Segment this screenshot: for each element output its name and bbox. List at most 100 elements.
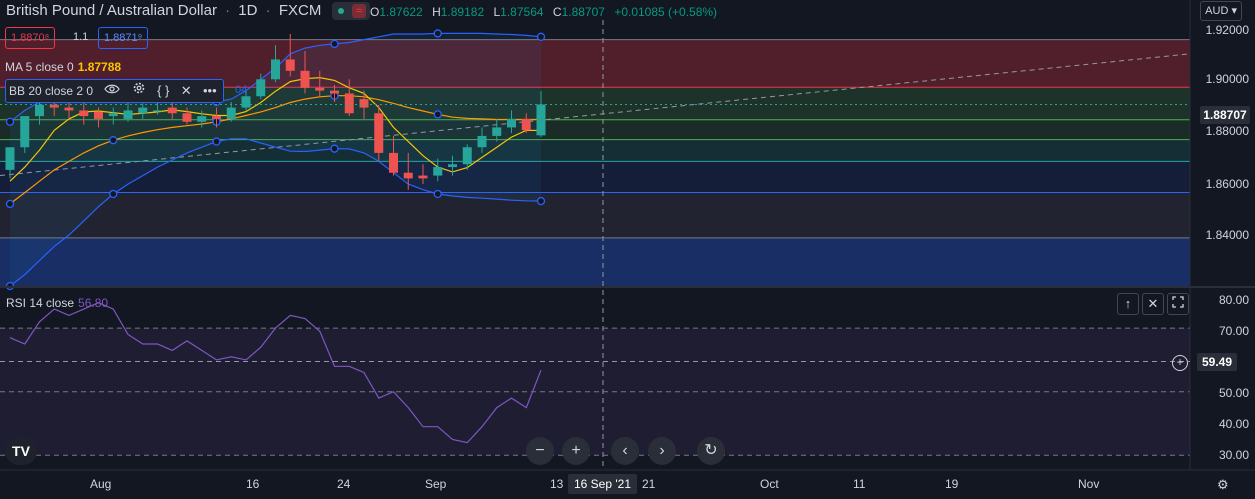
candle-body <box>79 110 89 117</box>
close-value: 1.88707 <box>561 5 605 19</box>
bb-marker <box>5 117 15 126</box>
candle-body <box>536 104 546 136</box>
bb-label: BB 20 close 2 0 <box>9 84 94 98</box>
rsi-pane <box>0 302 1190 456</box>
bb-marker <box>212 137 221 146</box>
price-tick: 1.86000 <box>1205 177 1249 191</box>
bb-marker <box>109 136 118 145</box>
candle-body <box>64 107 74 111</box>
candle-body <box>94 111 103 119</box>
candle-body <box>212 116 221 119</box>
rsi-line <box>9 302 542 444</box>
time-tick: 11 <box>853 477 866 491</box>
currency-selector[interactable]: AUD ▾ <box>1200 1 1242 21</box>
bb-marker <box>536 32 546 41</box>
candle-body <box>49 104 59 108</box>
fibonacci-retracement[interactable] <box>0 39 1190 286</box>
bb-marker <box>433 189 442 199</box>
bb-marker <box>536 196 546 206</box>
scroll-right-icon[interactable]: › <box>659 442 665 459</box>
candle-body <box>5 147 15 170</box>
zoom-out-bg <box>526 437 554 465</box>
candle-body <box>330 90 339 94</box>
time-tick: Nov <box>1078 477 1100 491</box>
candle-body <box>433 167 443 176</box>
candle-body <box>315 87 325 91</box>
trend-line[interactable] <box>0 53 1191 177</box>
open-label: O <box>370 5 380 19</box>
arrow-up-icon[interactable]: ↑ <box>1117 293 1139 315</box>
time-cursor-label: 16 Sep '21 <box>568 474 638 494</box>
bb-marker <box>330 144 339 153</box>
scroll-right-bg <box>648 437 676 465</box>
maximize-icon[interactable] <box>1167 293 1189 315</box>
candle-body <box>271 59 280 80</box>
time-tick: 13 <box>550 477 564 491</box>
crosshair <box>0 20 1190 470</box>
rsi-legend[interactable]: RSI 14 close 56.80 <box>6 296 108 310</box>
fib-zone <box>0 119 1190 140</box>
tradingview-logo[interactable]: TV <box>5 437 37 465</box>
close-icon[interactable]: ✕ <box>1142 293 1164 315</box>
candlesticks <box>0 33 1190 190</box>
gear-icon[interactable] <box>132 80 146 102</box>
zoom-in-bg <box>562 437 590 465</box>
candle-body <box>20 116 30 148</box>
rsi-tick: 80.00 <box>1218 293 1249 307</box>
market-status[interactable]: ≈ <box>332 2 370 20</box>
pane-separators <box>0 0 1255 471</box>
symbol-exchange: FXCM <box>278 2 322 19</box>
candle-body <box>389 152 398 173</box>
time-tick: Oct <box>760 477 779 491</box>
time-tick: Aug <box>90 477 112 491</box>
candle-body <box>403 172 413 179</box>
candle-body <box>521 118 531 131</box>
fib-zone <box>0 161 1190 193</box>
scroll-left-bg <box>611 437 639 465</box>
candle-body <box>300 70 310 88</box>
high-value: 1.89182 <box>440 5 485 19</box>
rsi-tick: 40.00 <box>1218 417 1249 431</box>
sell-button[interactable]: 1.8870⁸ <box>5 27 56 49</box>
change-value: +0.01085 (+0.58%) <box>614 5 718 19</box>
high-label: H <box>432 5 441 19</box>
candle-body <box>241 96 251 108</box>
candle-body <box>492 127 502 136</box>
current-price-label: 1.88707 <box>1200 106 1250 124</box>
close-label: C <box>552 5 562 19</box>
braces-icon[interactable]: { } <box>157 83 170 98</box>
scroll-left-icon[interactable]: ‹ <box>622 442 628 459</box>
zoom-in-icon[interactable]: + <box>571 442 581 459</box>
bb-legend[interactable]: BB 20 close 2 0 { } ✕ ••• <box>5 79 224 103</box>
ma-label: MA 5 close 0 <box>5 60 74 74</box>
ma-value: 1.87788 <box>77 60 122 74</box>
bb-marker <box>5 199 15 209</box>
add-alert-icon[interactable]: + <box>1172 355 1188 371</box>
gear-icon[interactable]: ⚙ <box>1217 477 1229 492</box>
more-icon[interactable]: ••• <box>202 83 217 98</box>
trend-line-segment <box>0 53 1191 177</box>
rsi-tick: 70.00 <box>1218 324 1249 338</box>
reset-icon[interactable]: ↻ <box>704 442 718 459</box>
candle-body <box>359 99 369 108</box>
buy-button[interactable]: 1.8871⁹ <box>98 27 149 49</box>
low-value: 1.87564 <box>500 5 544 19</box>
price-tick: 1.92000 <box>1205 23 1249 37</box>
ma-legend[interactable]: MA 5 close 0 1.87788 <box>5 60 121 74</box>
candle-body <box>256 79 266 97</box>
fib-zone <box>0 192 1190 238</box>
eye-icon[interactable] <box>104 80 121 102</box>
candle-body <box>285 59 295 71</box>
zoom-out-icon[interactable]: − <box>535 442 545 459</box>
close-icon[interactable]: ✕ <box>180 83 192 98</box>
bb-marker <box>433 29 442 38</box>
symbol-interval[interactable]: 1D <box>238 2 258 19</box>
open-value: 1.87622 <box>379 5 423 19</box>
symbol-header[interactable]: British Pound / Australian Dollar · 1D ·… <box>6 2 322 19</box>
candle-body <box>344 93 354 114</box>
currency-label: AUD <box>1205 5 1229 17</box>
time-tick: 21 <box>642 477 656 491</box>
candle-body <box>418 175 428 179</box>
reset-bg <box>697 437 725 465</box>
